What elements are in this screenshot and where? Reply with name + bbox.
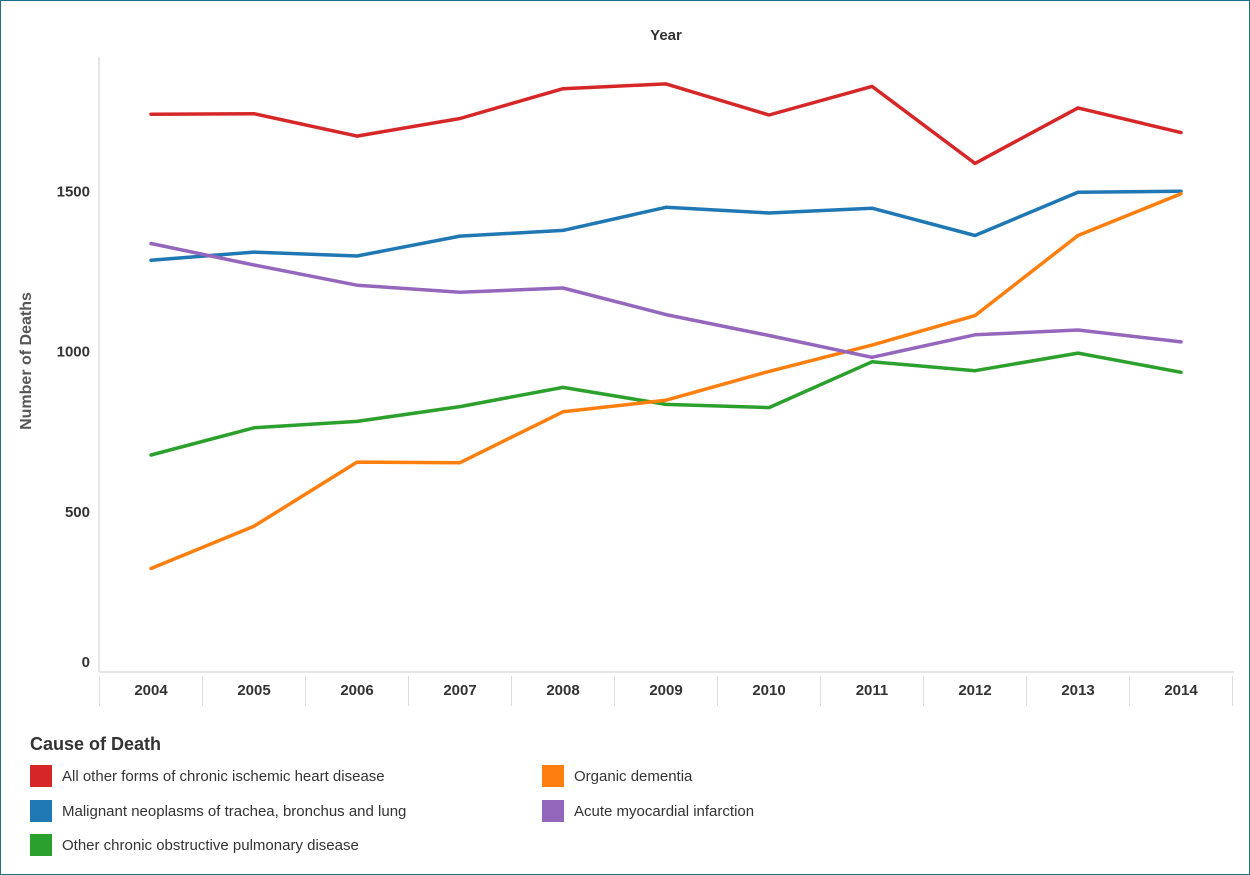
legend-swatch bbox=[30, 834, 52, 856]
x-tick-label: 2009 bbox=[649, 682, 682, 699]
series-line-all-other-forms-of-chronic-ischemic-heart-disease[interactable] bbox=[149, 82, 1183, 166]
legend-item-chronic-obstructive-pulmonary-disease[interactable]: Other chronic obstructive pulmonary dise… bbox=[30, 832, 359, 858]
legend-label: Malignant neoplasms of trachea, bronchus… bbox=[62, 802, 407, 820]
x-tick-label: 2014 bbox=[1164, 682, 1198, 699]
legend-label: Organic dementia bbox=[574, 767, 693, 785]
series-line-other-chronic-obstructive-pulmonary-disease[interactable] bbox=[149, 351, 1183, 457]
x-tick-label: 2011 bbox=[856, 682, 889, 699]
legend: Cause of Death All other forms of chroni… bbox=[30, 734, 930, 864]
x-tick-label: 2005 bbox=[237, 682, 270, 699]
x-tick-label: 2006 bbox=[340, 682, 373, 699]
legend-item-chronic-ischemic-heart-disease[interactable]: All other forms of chronic ischemic hear… bbox=[30, 763, 385, 789]
legend-swatch bbox=[30, 800, 52, 822]
chart-title: Year bbox=[650, 27, 682, 44]
x-tick-label: 2012 bbox=[958, 682, 991, 699]
y-tick-labels: 0 500 1000 1500 bbox=[57, 183, 90, 671]
legend-label: Other chronic obstructive pulmonary dise… bbox=[62, 836, 359, 854]
legend-swatch bbox=[542, 800, 564, 822]
x-tick-label: 2007 bbox=[443, 682, 476, 699]
y-axis-label: Number of Deaths bbox=[18, 292, 35, 430]
y-tick-label: 0 bbox=[82, 654, 90, 671]
series-line-acute-myocardial-infarction[interactable] bbox=[149, 241, 1183, 360]
x-tick-label: 2013 bbox=[1061, 682, 1094, 699]
y-tick-label: 1500 bbox=[57, 183, 90, 200]
y-tick-label: 500 bbox=[65, 504, 90, 521]
legend-title: Cause of Death bbox=[30, 734, 162, 754]
legend-swatch bbox=[30, 765, 52, 787]
legend-item-malignant-neoplasms-lung[interactable]: Malignant neoplasms of trachea, bronchus… bbox=[30, 798, 406, 824]
series-line-organic-dementia[interactable] bbox=[149, 192, 1183, 571]
y-tick-label: 1000 bbox=[57, 344, 90, 361]
x-tick-label: 2004 bbox=[134, 682, 168, 699]
legend-item-organic-dementia[interactable]: Organic dementia bbox=[542, 763, 692, 789]
legend-label: Acute myocardial infarction bbox=[574, 802, 755, 820]
legend-label: All other forms of chronic ischemic hear… bbox=[62, 767, 385, 785]
x-tick-label: 2008 bbox=[546, 682, 579, 699]
legend-swatch bbox=[542, 765, 564, 787]
legend-item-acute-myocardial-infarction[interactable]: Acute myocardial infarction bbox=[542, 798, 754, 824]
x-tick-labels: 2004 2005 2006 2007 2008 2009 2010 2011 2012 2013… bbox=[99, 676, 1233, 706]
series-lines bbox=[149, 82, 1183, 571]
series-line-malignant-neoplasms-of-trachea-bronchus-and-lung[interactable] bbox=[149, 189, 1183, 262]
x-tick-label: 2010 bbox=[752, 682, 785, 699]
